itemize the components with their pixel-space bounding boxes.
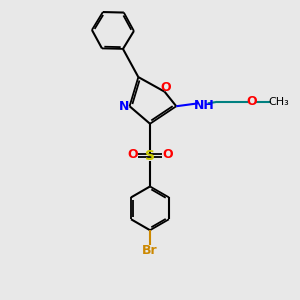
Text: N: N bbox=[118, 100, 129, 113]
Text: O: O bbox=[127, 148, 138, 161]
Text: CH₃: CH₃ bbox=[268, 97, 289, 107]
Text: O: O bbox=[162, 148, 173, 161]
Text: NH: NH bbox=[194, 99, 214, 112]
Text: S: S bbox=[145, 149, 155, 163]
Text: Br: Br bbox=[142, 244, 158, 256]
Text: O: O bbox=[246, 95, 256, 108]
Text: O: O bbox=[161, 81, 171, 94]
